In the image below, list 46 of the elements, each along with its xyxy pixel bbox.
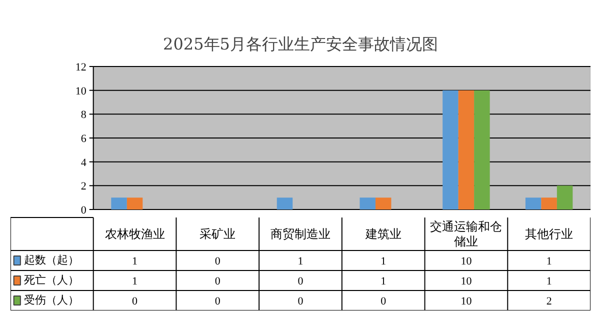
x-tick-label: 建筑业 [364, 227, 402, 241]
data-label: 0 [380, 296, 387, 308]
y-tick-label: 10 [75, 85, 87, 98]
bar [276, 198, 293, 210]
data-label: 2 [546, 296, 552, 308]
y-tick-label: 8 [80, 109, 87, 122]
data-label: 10 [460, 276, 472, 288]
bar [541, 198, 557, 210]
data-label: 0 [214, 276, 221, 288]
legend-label: 死亡（人） [24, 274, 79, 286]
x-tick-label: 其他行业 [525, 227, 574, 241]
x-tick-label: 商贸制造业 [270, 227, 330, 241]
chart-title: 2025年5月各行业生产安全事故情况图 [163, 34, 438, 54]
bar [556, 186, 573, 210]
data-label: 10 [460, 256, 472, 268]
data-label: 0 [214, 296, 221, 308]
data-label: 1 [380, 256, 386, 268]
data-label: 1 [380, 276, 386, 288]
bar [525, 198, 542, 210]
y-tick-label: 6 [80, 133, 87, 145]
data-label: 1 [546, 276, 552, 288]
bar [360, 198, 376, 210]
data-label: 1 [132, 256, 138, 268]
data-label: 0 [298, 296, 304, 308]
data-label: 1 [132, 276, 138, 288]
bar [458, 90, 474, 210]
x-tick-label: 采矿业 [200, 227, 236, 241]
legend-label: 受伤（人） [24, 294, 79, 306]
x-tick-label: 农林牧渔业 [104, 227, 165, 241]
data-label: 0 [214, 256, 221, 268]
bar [375, 198, 392, 210]
data-label: 0 [298, 276, 304, 288]
bar [474, 90, 490, 210]
y-tick-label: 2 [80, 180, 86, 193]
y-tick-label: 12 [75, 62, 86, 74]
data-label: 0 [132, 296, 138, 308]
data-label: 10 [460, 296, 472, 308]
legend-label: 起数（起） [24, 254, 79, 266]
y-tick-label: 0 [80, 204, 87, 216]
y-tick-label: 4 [80, 156, 87, 169]
data-label: 1 [298, 256, 304, 268]
x-tick-label: 交通运输和仓储业 [430, 219, 502, 249]
data-label: 1 [546, 256, 552, 268]
bar [111, 198, 127, 210]
bar [126, 198, 143, 210]
bar [442, 90, 458, 210]
